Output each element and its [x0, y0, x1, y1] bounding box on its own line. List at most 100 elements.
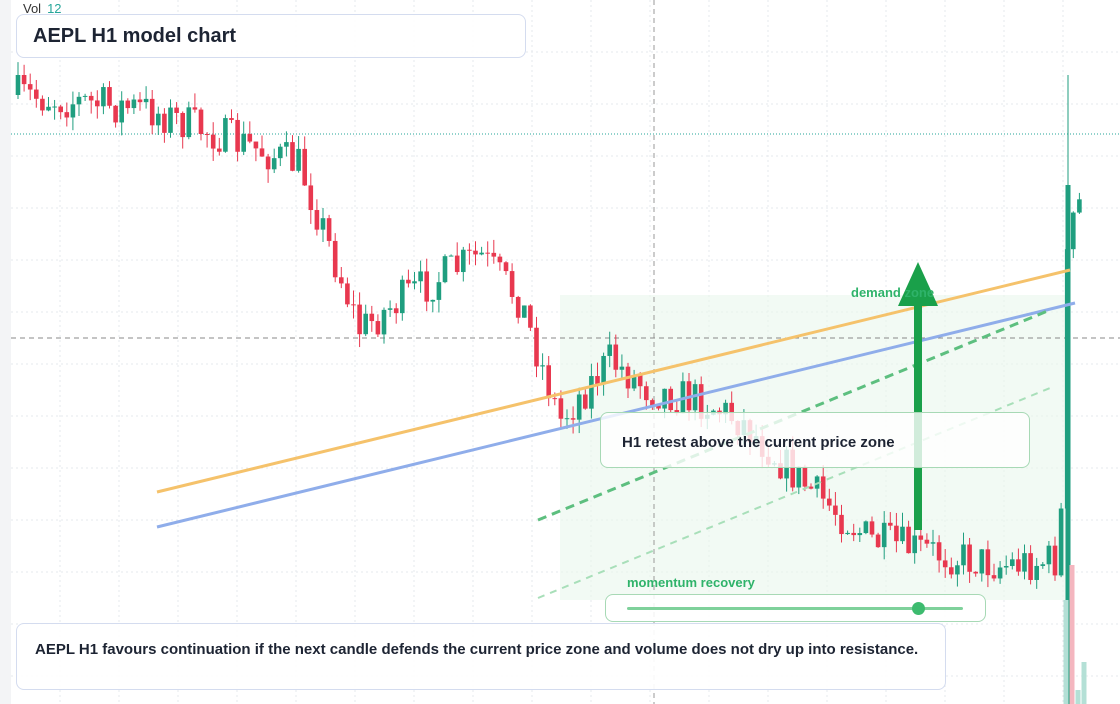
- candle-body: [296, 148, 301, 171]
- candle-body: [875, 534, 881, 548]
- candle-body: [729, 402, 734, 422]
- candle-body: [509, 271, 515, 297]
- candle-body: [698, 384, 704, 419]
- candle-body: [918, 535, 924, 540]
- candle-body: [265, 156, 271, 170]
- candle-body: [888, 522, 893, 526]
- candle-body: [601, 355, 606, 385]
- candle-body: [912, 535, 917, 554]
- candle-body: [906, 526, 911, 554]
- candle-body: [235, 119, 240, 152]
- candle-body: [827, 498, 832, 506]
- candle-body: [131, 99, 137, 109]
- footer-note: AEPL H1 favours continuation if the next…: [16, 623, 946, 690]
- candle-body: [985, 549, 991, 576]
- candle-body: [357, 304, 362, 335]
- candle-body: [479, 252, 484, 255]
- candle-body: [796, 466, 802, 488]
- candle-body: [430, 299, 436, 302]
- retest-callout: H1 retest above the current price zone: [600, 412, 1030, 468]
- chart-title: AEPL H1 model chart: [16, 14, 526, 58]
- candle-body: [497, 256, 503, 263]
- candle-body: [820, 476, 826, 499]
- candle-body: [320, 218, 326, 230]
- candle-body: [180, 112, 185, 138]
- candle-body: [485, 252, 490, 254]
- volume-bar: [1069, 565, 1075, 704]
- candle-body: [589, 376, 594, 409]
- candle-body: [619, 366, 625, 370]
- candle-body: [930, 542, 936, 544]
- candle-body: [192, 107, 198, 110]
- candle-body: [448, 255, 454, 257]
- momentum-label: momentum recovery: [627, 575, 755, 590]
- candle-body: [540, 365, 545, 367]
- momentum-slider[interactable]: [605, 594, 986, 622]
- candle-body: [1058, 508, 1064, 576]
- zone-label: demand zone: [851, 285, 935, 300]
- candle-body: [369, 313, 375, 322]
- candle-body: [137, 99, 143, 103]
- candle-body: [375, 321, 381, 335]
- candle-body: [149, 98, 155, 126]
- candle-body: [186, 107, 192, 138]
- volume-value: 12: [47, 1, 62, 16]
- candle-body: [442, 256, 448, 283]
- slider-track: [627, 607, 963, 610]
- candle-body: [1052, 545, 1058, 576]
- candle-body: [284, 142, 289, 147]
- candle-body: [1010, 559, 1015, 567]
- candle-body: [332, 240, 338, 278]
- candle-body: [528, 305, 533, 328]
- left-edge: [0, 0, 11, 704]
- candle-body: [949, 567, 954, 575]
- candle-body: [107, 87, 112, 106]
- candle-body: [27, 84, 33, 90]
- candle-body: [1034, 565, 1039, 580]
- candle-body: [101, 87, 106, 107]
- candle-body: [21, 75, 27, 85]
- candle-body: [290, 142, 295, 171]
- slider-knob[interactable]: [912, 602, 925, 615]
- candle-body: [46, 106, 51, 111]
- candle-body: [308, 185, 314, 211]
- candle-body: [467, 249, 472, 251]
- candle-body: [64, 112, 70, 118]
- candle-body: [845, 532, 850, 535]
- candle-body: [40, 98, 45, 111]
- candle-body: [406, 279, 411, 284]
- candle-body: [1077, 199, 1082, 213]
- candle-body: [241, 133, 246, 152]
- candle-body: [253, 141, 259, 149]
- candle-body: [650, 400, 655, 406]
- candle-body: [302, 148, 307, 186]
- candle-body: [997, 567, 1003, 579]
- candle-body: [967, 544, 972, 572]
- candle-body: [808, 486, 814, 489]
- candle-body: [168, 107, 173, 133]
- candle-body: [644, 386, 649, 401]
- candle-body: [857, 533, 863, 536]
- volume-bar: [1081, 662, 1087, 704]
- candle-body: [1046, 545, 1052, 565]
- candle-body: [76, 96, 82, 105]
- candle-body: [674, 410, 680, 414]
- candle-body: [522, 305, 527, 318]
- candle-body: [881, 522, 887, 548]
- candle-body: [723, 402, 728, 415]
- candle-body: [869, 521, 875, 535]
- candle-body: [113, 105, 118, 123]
- candle-body: [924, 539, 930, 544]
- candle-body: [631, 375, 637, 389]
- candle-body: [491, 252, 497, 257]
- candle-body: [381, 309, 387, 335]
- candle-body: [558, 398, 564, 419]
- candle-body: [662, 388, 667, 409]
- candle-body: [119, 100, 124, 123]
- candle-body: [1040, 564, 1046, 566]
- candle-body: [668, 388, 673, 411]
- candle-body: [1071, 212, 1076, 250]
- candle-body: [88, 95, 94, 101]
- candle-body: [570, 418, 576, 420]
- arrow-head: [898, 262, 938, 306]
